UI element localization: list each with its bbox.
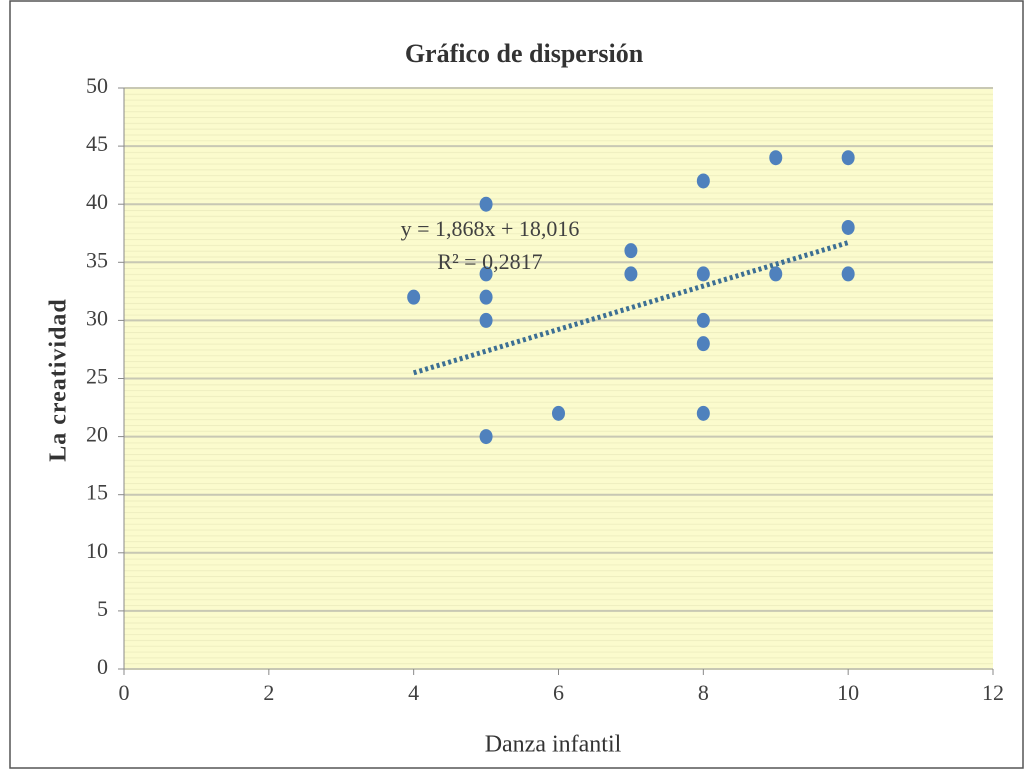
x-tick-label: 2 xyxy=(263,680,274,705)
point xyxy=(479,429,493,445)
point xyxy=(624,243,638,259)
y-tick-label: 5 xyxy=(97,596,108,621)
y-tick-label: 50 xyxy=(86,73,108,98)
point xyxy=(696,405,710,421)
y-tick-label: 10 xyxy=(86,538,108,563)
point xyxy=(841,150,855,166)
y-tick-label: 20 xyxy=(86,422,108,447)
x-tick-label: 8 xyxy=(698,680,709,705)
point xyxy=(696,173,710,189)
trendline-equation: y = 1,868x + 18,016 xyxy=(401,216,580,241)
x-tick-label: 6 xyxy=(553,680,564,705)
point xyxy=(479,289,493,305)
point xyxy=(407,289,421,305)
point xyxy=(624,266,638,282)
y-tick-label: 40 xyxy=(86,189,108,214)
point xyxy=(841,219,855,235)
x-tick-label: 12 xyxy=(982,680,1004,705)
y-tick-label: 30 xyxy=(86,305,108,330)
chart-title: Gráfico de dispersión xyxy=(405,39,644,68)
marks xyxy=(407,150,855,445)
point xyxy=(479,312,493,328)
y-tick-label: 25 xyxy=(86,364,108,389)
grid xyxy=(118,87,994,675)
point xyxy=(552,405,565,421)
y-tick-label: 45 xyxy=(86,131,108,156)
trendline-r-squared: R² = 0,2817 xyxy=(437,249,542,274)
x-tick-label: 10 xyxy=(837,680,859,705)
x-tick-label: 4 xyxy=(408,680,419,705)
y-tick-label: 0 xyxy=(97,654,108,679)
point xyxy=(479,196,493,212)
y-tick-label: 35 xyxy=(86,247,108,272)
point xyxy=(769,150,783,166)
x-tick-label: 0 xyxy=(119,680,130,705)
point xyxy=(769,266,783,282)
point xyxy=(696,312,710,328)
y-axis-title: La creatividad xyxy=(46,298,72,462)
point xyxy=(479,266,493,282)
point xyxy=(696,336,710,352)
x-axis-title: Danza infantil xyxy=(485,732,622,758)
point xyxy=(696,266,710,282)
y-tick-label: 15 xyxy=(86,480,108,505)
point xyxy=(841,266,855,282)
